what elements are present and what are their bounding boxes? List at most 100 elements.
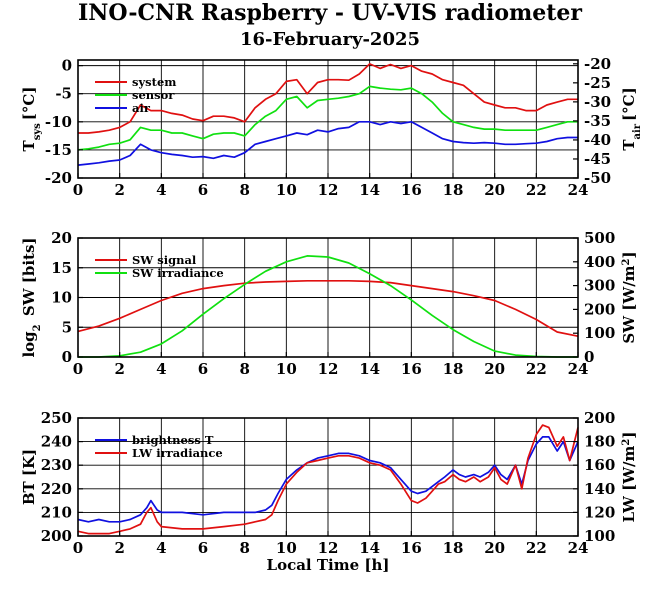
y2-tick-label-0-2: -30 bbox=[584, 93, 611, 111]
series-line-1-0 bbox=[77, 279, 579, 338]
chart-panels: 0 2 4 6 8 10 12 14 16 18 20 22 240-5-10-15-20-20-25-… bbox=[20, 55, 643, 574]
y2-axis-label-2: LW [W/m2] bbox=[620, 432, 638, 523]
y-axis-label-2: BT [K] bbox=[20, 449, 38, 505]
x-tick-label-0-3: 6 bbox=[198, 181, 208, 199]
panel-1: 0 2 4 6 8 10 12 14 16 18 20 22 240-5-10-15-20-20-25-… bbox=[20, 55, 643, 199]
x-tick-label-2-5: 10 bbox=[276, 539, 297, 557]
x-tick-label-2-7: 14 bbox=[359, 539, 380, 557]
x-tick-label-1-12: 24 bbox=[568, 360, 589, 378]
x-tick-label-1-2: 4 bbox=[156, 360, 166, 378]
y-tick-label-1-0: 0 bbox=[62, 348, 72, 366]
x-tick-label-2-3: 6 bbox=[198, 539, 208, 557]
series-line-0-1 bbox=[77, 85, 578, 151]
y-tick-label-0-4: -20 bbox=[45, 169, 72, 187]
legend-label-0-0: system bbox=[132, 75, 176, 89]
y2-tick-label-2-2: 140 bbox=[584, 480, 615, 498]
chart-subtitle: 16-February-2025 bbox=[240, 29, 420, 50]
y2-axis-label-0: Tair[°C] bbox=[620, 87, 643, 150]
y2-tick-label-1-4: 400 bbox=[584, 253, 615, 271]
y2-tick-label-0-0: -20 bbox=[584, 55, 611, 73]
y2-tick-label-0-6: -50 bbox=[584, 169, 611, 187]
legend-label-2-1: LW irradiance bbox=[132, 446, 223, 460]
y2-tick-label-0-3: -35 bbox=[584, 112, 611, 130]
y2-tick-label-1-2: 200 bbox=[584, 300, 615, 318]
x-tick-label-0-7: 14 bbox=[359, 181, 380, 199]
y-tick-label-2-2: 220 bbox=[41, 480, 72, 498]
y-tick-label-2-1: 210 bbox=[41, 503, 72, 521]
y2-tick-label-2-3: 160 bbox=[584, 456, 615, 474]
x-tick-label-1-6: 12 bbox=[318, 360, 339, 378]
y-tick-label-2-3: 230 bbox=[41, 456, 72, 474]
x-tick-label-2-6: 12 bbox=[318, 539, 339, 557]
x-tick-label-2-4: 8 bbox=[239, 539, 249, 557]
y2-axis-label-1: SW [W/m2] bbox=[620, 251, 638, 343]
x-tick-label-2-11: 22 bbox=[526, 539, 547, 557]
x-tick-label-0-12: 24 bbox=[568, 181, 589, 199]
y2-tick-label-2-5: 200 bbox=[584, 409, 615, 427]
x-tick-label-2-2: 4 bbox=[156, 539, 166, 557]
y2-tick-label-2-1: 120 bbox=[584, 503, 615, 521]
legend-label-1-1: SW irradiance bbox=[132, 266, 224, 280]
series-line-0-2 bbox=[77, 120, 578, 166]
x-tick-label-0-0: 0 bbox=[73, 181, 83, 199]
x-tick-label-2-1: 2 bbox=[114, 539, 124, 557]
y-tick-label-0-0: 0 bbox=[62, 57, 72, 75]
x-tick-label-0-5: 10 bbox=[276, 181, 297, 199]
x-tick-label-1-11: 22 bbox=[526, 360, 547, 378]
series-line-0-0 bbox=[78, 63, 578, 134]
y2-tick-label-0-1: -25 bbox=[584, 74, 611, 92]
legend-label-0-2: air bbox=[132, 101, 151, 115]
x-tick-label-2-9: 18 bbox=[443, 539, 464, 557]
y2-tick-label-0-5: -45 bbox=[584, 150, 611, 168]
x-tick-label-1-9: 18 bbox=[443, 360, 464, 378]
y-tick-label-1-3: 15 bbox=[51, 259, 72, 277]
legend-label-1-0: SW signal bbox=[132, 253, 197, 267]
y2-tick-label-2-4: 180 bbox=[584, 433, 615, 451]
y2-tick-label-1-3: 300 bbox=[584, 277, 615, 295]
y2-tick-label-1-1: 100 bbox=[584, 324, 615, 342]
y-tick-label-0-2: -10 bbox=[45, 113, 72, 131]
x-tick-label-2-12: 24 bbox=[568, 539, 589, 557]
x-tick-label-1-0: 0 bbox=[73, 360, 83, 378]
y-tick-label-0-1: -5 bbox=[55, 85, 72, 103]
x-tick-label-1-3: 6 bbox=[198, 360, 208, 378]
x-tick-label-0-9: 18 bbox=[443, 181, 464, 199]
x-tick-label-1-5: 10 bbox=[276, 360, 297, 378]
legend-label-2-0: brightness T bbox=[132, 433, 214, 447]
y-tick-label-1-4: 20 bbox=[51, 229, 72, 247]
y2-tick-label-0-4: -40 bbox=[584, 131, 611, 149]
x-tick-label-0-11: 22 bbox=[526, 181, 547, 199]
x-tick-label-0-4: 8 bbox=[239, 181, 249, 199]
x-tick-label-0-6: 12 bbox=[318, 181, 339, 199]
y-axis-label-1: log2 SW [bits] bbox=[20, 237, 43, 357]
y-tick-label-1-1: 5 bbox=[62, 318, 72, 336]
series-line-2-1 bbox=[77, 424, 579, 535]
y-tick-label-2-4: 240 bbox=[41, 433, 72, 451]
x-tick-label-0-10: 20 bbox=[484, 181, 505, 199]
y-axis-label-0: Tsys[°C] bbox=[20, 87, 43, 152]
y-tick-label-0-3: -15 bbox=[45, 141, 72, 159]
x-tick-label-1-10: 20 bbox=[484, 360, 505, 378]
x-tick-label-0-2: 4 bbox=[156, 181, 166, 199]
y2-tick-label-1-5: 500 bbox=[584, 229, 615, 247]
x-axis-label-2: Local Time [h] bbox=[267, 556, 390, 574]
panel-2: 0 2 4 6 8 10 12 14 16 18 20 22 240510152001002003004… bbox=[20, 229, 638, 378]
y-tick-label-2-5: 250 bbox=[41, 409, 72, 427]
legend-label-0-1: sensor bbox=[132, 88, 175, 102]
panel-3: 0 2 4 6 8 10 12 14 16 18 20 22 242002102202302402501… bbox=[20, 409, 638, 574]
x-tick-label-1-4: 8 bbox=[239, 360, 249, 378]
y-tick-label-2-0: 200 bbox=[41, 527, 72, 545]
y2-tick-label-2-0: 100 bbox=[584, 527, 615, 545]
series-line-1-1 bbox=[78, 255, 578, 358]
chart-title: INO-CNR Raspberry - UV-VIS radiometer bbox=[78, 0, 582, 26]
y-tick-label-1-2: 10 bbox=[51, 289, 72, 307]
y2-tick-label-1-0: 0 bbox=[584, 348, 594, 366]
x-tick-label-0-1: 2 bbox=[114, 181, 124, 199]
x-tick-label-2-10: 20 bbox=[484, 539, 505, 557]
x-tick-label-2-0: 0 bbox=[73, 539, 83, 557]
x-tick-label-1-8: 16 bbox=[401, 360, 422, 378]
x-tick-label-1-1: 2 bbox=[114, 360, 124, 378]
x-tick-label-2-8: 16 bbox=[401, 539, 422, 557]
x-tick-label-1-7: 14 bbox=[359, 360, 380, 378]
